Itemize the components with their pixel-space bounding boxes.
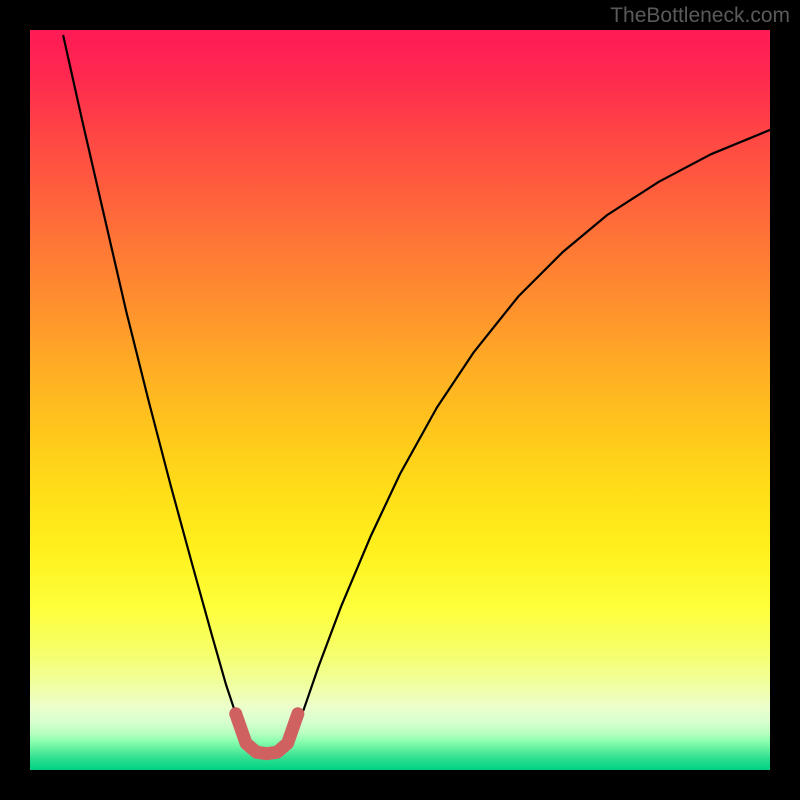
plot-area	[30, 30, 770, 770]
watermark-text: TheBottleneck.com	[610, 4, 790, 28]
chart-svg	[30, 30, 770, 770]
chart-outer-frame: TheBottleneck.com	[0, 0, 800, 800]
gradient-background	[30, 30, 770, 770]
